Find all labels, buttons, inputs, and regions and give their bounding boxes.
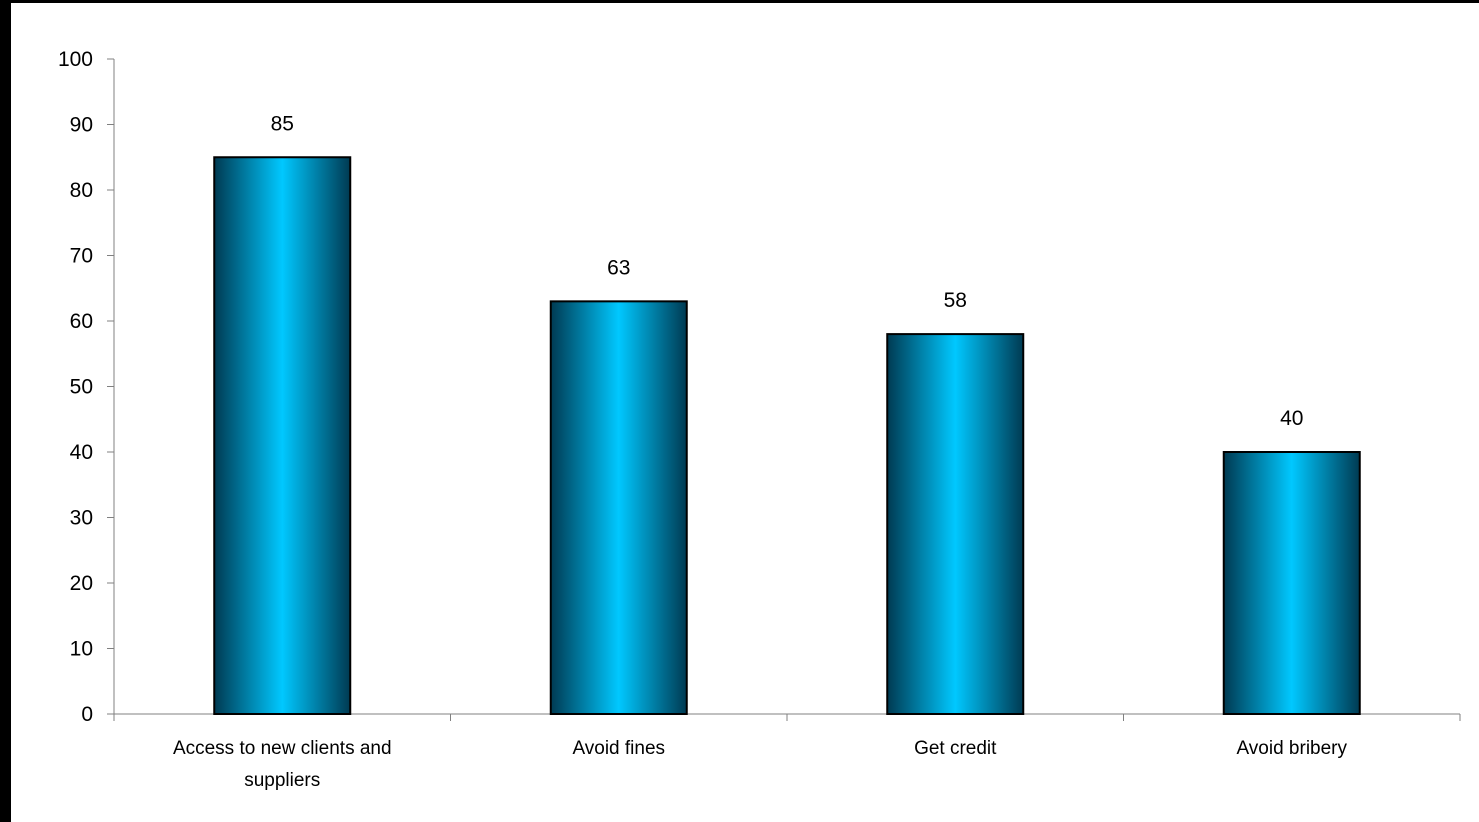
y-tick-label: 80 xyxy=(70,179,93,202)
bar xyxy=(213,156,352,715)
y-tick-label: 20 xyxy=(70,572,93,595)
y-tick-label: 10 xyxy=(70,638,93,661)
y-tick-label: 70 xyxy=(70,245,93,268)
category-label-line: Avoid fines xyxy=(572,738,665,759)
bar xyxy=(886,333,1025,715)
y-tick-label: 100 xyxy=(58,48,93,71)
y-tick-label: 60 xyxy=(70,310,93,333)
category-label-line: suppliers xyxy=(244,770,320,791)
data-label: 58 xyxy=(944,289,967,312)
y-tick-label: 50 xyxy=(70,376,93,399)
y-tick-label: 30 xyxy=(70,507,93,530)
category-label-line: Access to new clients and xyxy=(173,738,392,759)
category-label: Get credit xyxy=(914,738,997,759)
category-labels: Access to new clients and suppliers Avoid … xyxy=(173,738,1348,791)
category-label-line: Get credit xyxy=(914,738,997,759)
y-tick-label: 90 xyxy=(70,114,93,137)
x-axis xyxy=(113,713,1461,721)
y-axis: 0 10 20 30 40 50 60 70 80 90 100 xyxy=(58,48,115,726)
y-tick-label: 40 xyxy=(70,441,93,464)
frame-stripe xyxy=(14,6,16,822)
category-label: Avoid fines xyxy=(572,738,665,759)
bar xyxy=(1222,451,1361,715)
bar xyxy=(549,300,688,715)
y-tick-label: 0 xyxy=(81,703,93,726)
data-label: 40 xyxy=(1280,407,1303,430)
data-label: 85 xyxy=(271,112,294,135)
data-label: 63 xyxy=(607,256,630,279)
bars xyxy=(213,156,1361,715)
category-label: Access to new clients and suppliers xyxy=(173,738,392,791)
category-label-line: Avoid bribery xyxy=(1236,738,1347,759)
data-labels: 85 63 58 40 xyxy=(271,112,1304,430)
category-label: Avoid bribery xyxy=(1236,738,1347,759)
